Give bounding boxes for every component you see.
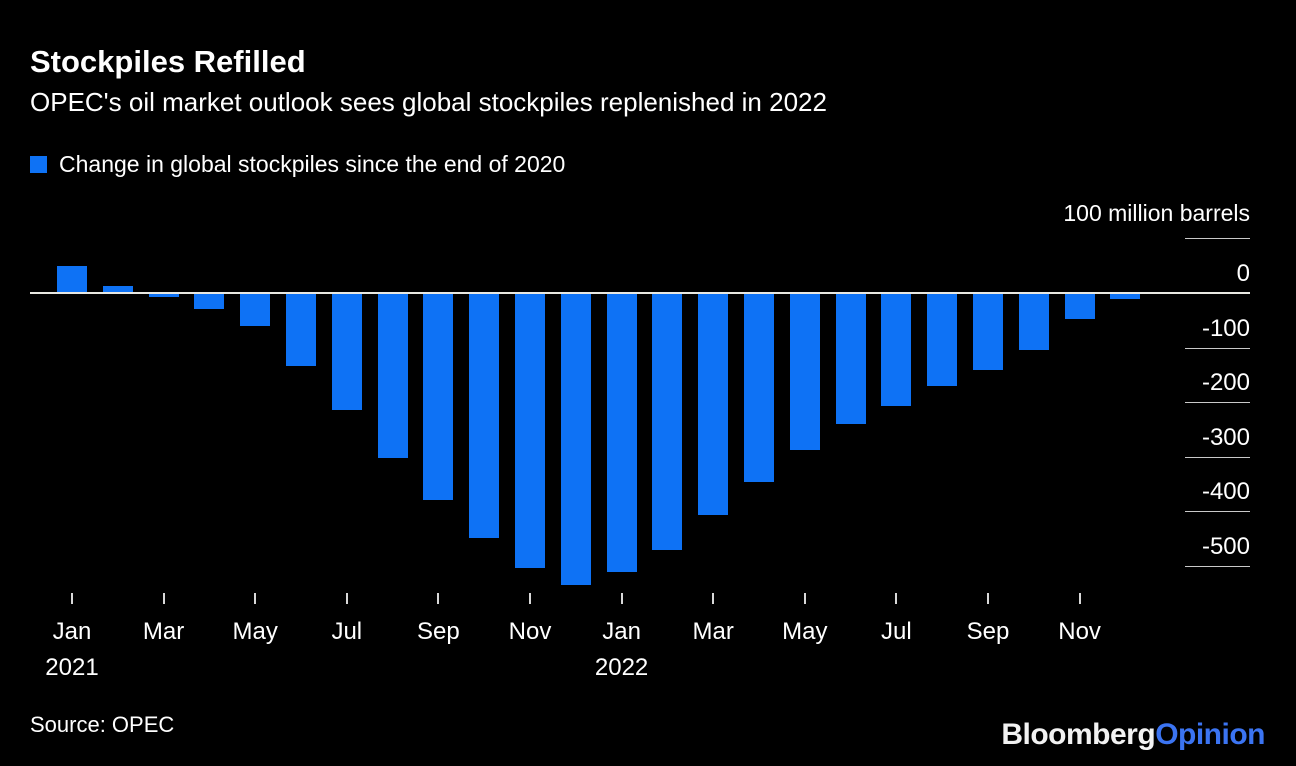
x-tick-label-10: Sep [966, 618, 1010, 645]
y-tick-label--400: -400 [1201, 478, 1250, 506]
logo-bloomberg: Bloomberg [1001, 718, 1156, 751]
x-tick-label-0: Jan [52, 618, 92, 645]
bar-may-2021 [240, 293, 271, 326]
bar-mar-2022 [698, 293, 729, 516]
legend: Change in global stockpiles since the en… [30, 151, 565, 178]
bar-nov-2022 [1064, 293, 1095, 320]
y-tick-label--300: -300 [1201, 423, 1250, 451]
x-tick-label-5: Nov [508, 618, 552, 645]
source-note: Source: OPEC [30, 712, 175, 737]
y-tick-label--100: -100 [1201, 314, 1250, 342]
bar-jun-2021 [286, 293, 316, 367]
bar-jan-2021 [57, 265, 87, 293]
x-tick-1 [162, 593, 165, 604]
bar-jul-2021 [331, 293, 362, 410]
legend-swatch-icon [30, 156, 47, 173]
x-year-label-2021: 2021 [45, 654, 99, 681]
y-tick-label--200: -200 [1201, 369, 1250, 397]
bar-may-2022 [789, 293, 820, 451]
bloomberg-opinion-logo: BloombergOpinion [1001, 718, 1265, 752]
x-tick-label-9: Jul [881, 618, 912, 645]
x-tick-4 [437, 593, 440, 604]
bar-aug-2022 [927, 293, 958, 387]
x-tick-8 [803, 593, 806, 604]
x-tick-label-7: Mar [692, 618, 734, 645]
x-year-label-2022: 2022 [594, 654, 649, 681]
bar-feb-2021 [102, 285, 133, 293]
chart-subtitle: OPEC's oil market outlook sees global st… [30, 87, 827, 117]
x-tick-label-4: Sep [417, 618, 460, 645]
x-tick-11 [1078, 593, 1081, 604]
bar-oct-2021 [469, 293, 500, 539]
x-tick-6 [620, 593, 623, 604]
x-tick-label-11: Nov [1058, 618, 1101, 645]
x-tick-7 [712, 593, 715, 604]
x-tick-10 [987, 593, 989, 604]
zero-baseline [30, 292, 1250, 294]
y-gridline-100 [1185, 238, 1250, 240]
x-tick-5 [529, 593, 531, 604]
bar-jul-2022 [881, 293, 912, 406]
bar-jun-2022 [835, 293, 866, 424]
bar-nov-2021 [515, 293, 545, 569]
bar-dec-2022 [1110, 293, 1141, 299]
bar-sep-2021 [423, 293, 454, 501]
logo-opinion: Opinion [1155, 718, 1265, 751]
x-tick-label-1: Mar [142, 618, 185, 645]
bar-feb-2022 [652, 293, 683, 551]
x-tick-0 [71, 593, 73, 604]
bar-jan-2022 [606, 293, 637, 572]
legend-label: Change in global stockpiles since the en… [59, 151, 566, 177]
x-tick-3 [345, 593, 348, 604]
y-gridline--300 [1185, 456, 1250, 458]
x-tick-label-3: Jul [331, 618, 363, 645]
x-tick-9 [895, 593, 898, 604]
y-tick-label-0: 0 [1236, 260, 1250, 287]
y-axis-unit-label: 100 million barrels [1063, 200, 1250, 226]
y-gridline--400 [1185, 511, 1250, 513]
bar-sep-2022 [973, 293, 1003, 370]
y-gridline--100 [1185, 347, 1250, 349]
bar-apr-2021 [194, 293, 225, 309]
y-gridline--200 [1185, 402, 1250, 404]
bar-oct-2022 [1018, 293, 1049, 350]
bar-aug-2021 [377, 293, 408, 458]
x-tick-2 [254, 593, 257, 604]
bar-mar-2021 [148, 293, 179, 298]
bar-dec-2021 [560, 293, 591, 586]
bar-apr-2022 [744, 293, 774, 482]
y-tick-label--500: -500 [1201, 532, 1250, 560]
x-tick-label-8: May [782, 618, 828, 645]
y-gridline--500 [1185, 565, 1250, 567]
x-tick-label-2: May [232, 618, 278, 645]
chart-title: Stockpiles Refilled [30, 44, 306, 79]
x-tick-label-6: Jan [602, 618, 641, 645]
